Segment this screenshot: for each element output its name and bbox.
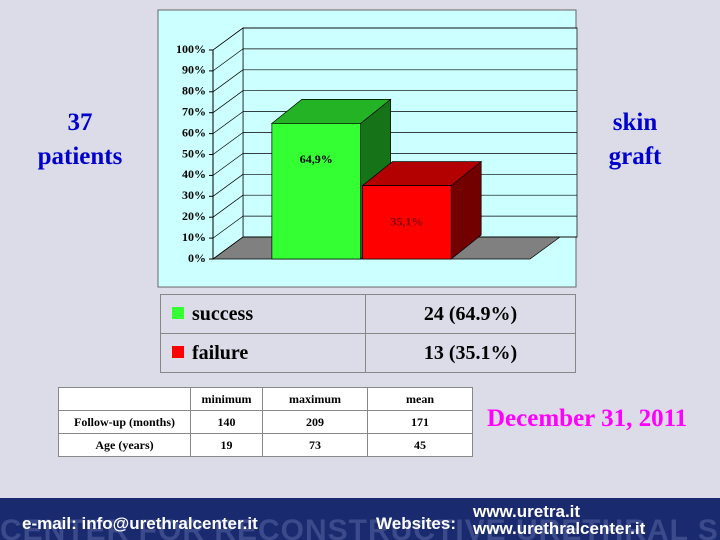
grid-line <box>212 194 244 218</box>
cell: 209 <box>262 410 368 434</box>
cell: 45 <box>367 433 473 457</box>
y-tick-label: 20% <box>182 209 206 223</box>
row-label: Follow-up (months) <box>58 410 191 434</box>
stats-table: minimum maximum mean Follow-up (months) … <box>58 387 473 457</box>
grid-line <box>212 111 244 134</box>
cell: 73 <box>262 433 368 457</box>
grid-line <box>212 27 244 51</box>
email: e-mail: info@urethralcenter.it <box>22 514 258 533</box>
header-cell: minimum <box>190 387 263 411</box>
website[interactable]: www.urethralcenter.it <box>473 519 646 538</box>
bar-front <box>362 185 452 260</box>
grid-line <box>212 153 244 176</box>
y-tick-label: 70% <box>182 104 206 118</box>
grid-line <box>212 48 244 72</box>
legend-value: 24 (64.9%) <box>365 294 576 334</box>
legend-table: success 24 (64.9%) failure 13 (35.1%) <box>160 294 576 373</box>
legend-swatch <box>172 306 184 319</box>
y-tick-label: 90% <box>182 63 206 77</box>
grid-line <box>212 174 244 197</box>
left-label: 37 patients <box>30 106 130 174</box>
legend-value: 13 (35.1%) <box>365 333 576 373</box>
y-tick-label: 30% <box>182 188 206 202</box>
y-tick-label: 10% <box>182 230 206 244</box>
row-label: Age (years) <box>58 433 191 457</box>
grid-line <box>212 69 244 93</box>
watermark: CENTER FOR RECONSTRUCTIVE URETHRAL SURGE… <box>0 514 720 540</box>
left-label-line: 37 <box>67 109 93 136</box>
y-tick-label: 0% <box>188 251 206 265</box>
legend-swatch <box>172 345 184 358</box>
header-cell: mean <box>367 387 473 411</box>
cell: 140 <box>190 410 263 434</box>
value-label: 64,9% <box>300 152 333 166</box>
chart: 0% 10% 20% 30% 40% 50% 60% 70% 80% 90% 100% 64,9% 35… <box>157 9 578 288</box>
cell: 171 <box>367 410 473 434</box>
header-cell: maximum <box>262 387 368 411</box>
website[interactable]: www.uretra.it <box>473 502 581 521</box>
legend-row: success 24 (64.9%) <box>160 294 576 334</box>
left-label-line: patients <box>37 143 123 170</box>
value-label: 35,1% <box>390 214 423 228</box>
grid-line <box>212 90 244 113</box>
empty-cell <box>58 387 191 411</box>
footer: CENTER FOR RECONSTRUCTIVE URETHRAL SURGE… <box>0 498 720 540</box>
stats-header: minimum maximum mean <box>58 387 473 411</box>
y-tick-label: 60% <box>182 125 206 139</box>
y-tick-label: 50% <box>182 146 206 160</box>
cell: 19 <box>190 433 263 457</box>
y-tick-label: 40% <box>182 167 206 181</box>
legend-cell: failure <box>160 333 366 373</box>
stats-row: Follow-up (months) 140 209 171 <box>58 410 473 434</box>
legend-row: failure 13 (35.1%) <box>160 333 576 373</box>
right-label-line: skin <box>612 109 658 136</box>
bar <box>361 160 483 260</box>
grid-line <box>212 215 244 239</box>
date: December 31, 2011 <box>487 405 688 432</box>
stats-row: Age (years) 19 73 45 <box>58 433 473 457</box>
grid-line <box>212 132 244 155</box>
websites-label: Websites: <box>376 514 456 533</box>
legend-label: success <box>192 302 254 325</box>
right-label-line: graft <box>608 143 662 170</box>
right-label: skin graft <box>590 106 680 174</box>
legend-cell: success <box>160 294 366 334</box>
legend-label: failure <box>192 341 249 364</box>
y-tick-label: 80% <box>182 84 206 98</box>
bar-front <box>271 123 361 260</box>
y-tick-label: 100% <box>176 42 206 56</box>
grid-line <box>212 236 244 260</box>
